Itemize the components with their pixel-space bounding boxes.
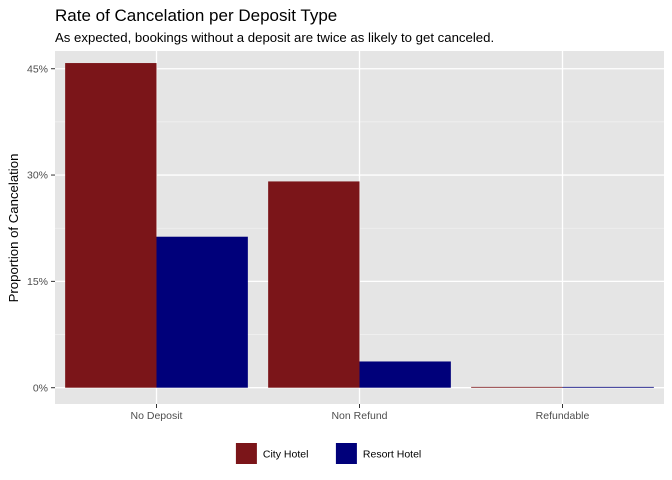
y-axis: 0% 15% 30% 45%	[27, 63, 55, 394]
bar-city-hotel	[65, 63, 157, 388]
chart-subtitle: As expected, bookings without a deposit …	[55, 30, 494, 45]
bars	[65, 63, 654, 388]
bar-city-hotel	[268, 181, 360, 388]
y-tick-label: 15%	[27, 276, 48, 288]
bar-resort-hotel	[359, 361, 451, 388]
x-tick-label: Non Refund	[331, 410, 387, 422]
legend-key	[235, 443, 257, 464]
bar-resort-hotel	[156, 236, 248, 388]
bar-resort-hotel	[562, 386, 654, 388]
x-tick-label: No Deposit	[131, 410, 183, 422]
legend-label: City Hotel	[263, 448, 309, 460]
bar-city-hotel	[471, 386, 563, 388]
legend-label: Resort Hotel	[363, 448, 421, 460]
y-axis-title: Proportion of Cancelation	[6, 154, 21, 303]
legend: City Hotel Resort Hotel	[235, 443, 421, 464]
legend-key	[335, 443, 357, 464]
chart-title: Rate of Cancelation per Deposit Type	[55, 6, 337, 25]
x-tick-label: Refundable	[536, 410, 590, 422]
x-axis: No Deposit Non Refund Refundable	[131, 404, 590, 422]
y-tick-label: 30%	[27, 170, 48, 182]
y-tick-label: 0%	[33, 382, 48, 394]
y-tick-label: 45%	[27, 63, 48, 75]
